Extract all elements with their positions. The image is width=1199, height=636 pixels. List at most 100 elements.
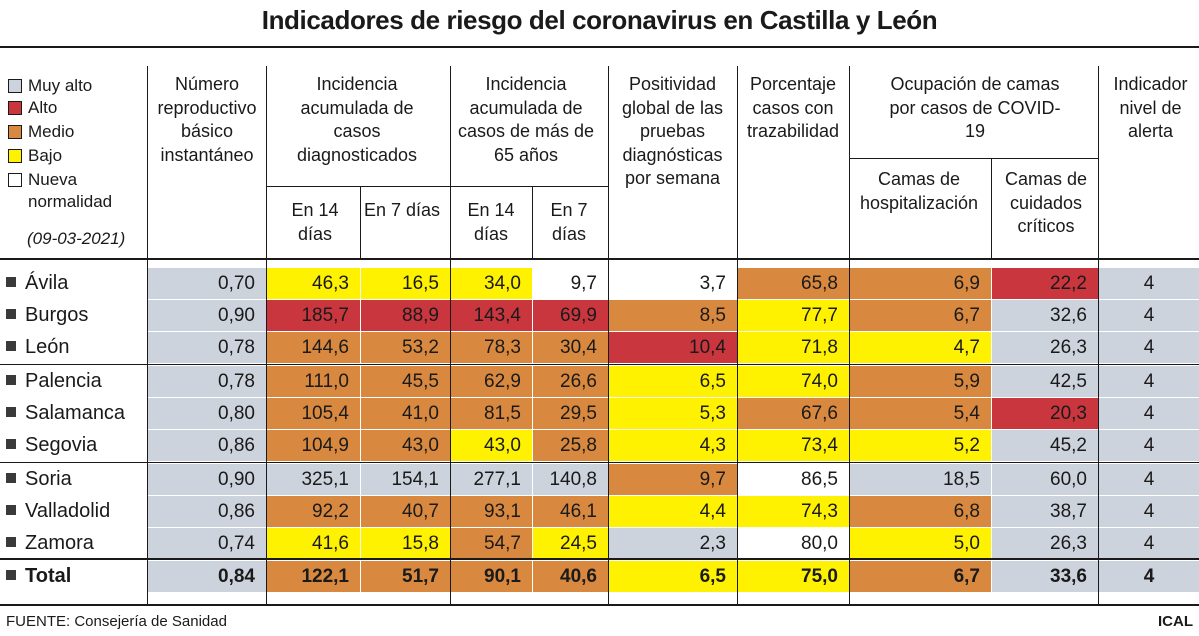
table-cell: 65,8 (738, 268, 849, 299)
chart-title: Indicadores de riesgo del coronavirus en… (261, 5, 938, 35)
table-cell: 6,7 (850, 300, 991, 331)
table-cell: 30,4 (533, 332, 608, 363)
header-incidencia-65: Incidencia acumulada de casos de más de … (457, 74, 595, 165)
legend-swatch (8, 149, 22, 163)
table-cell: 4,4 (609, 496, 737, 527)
row-label: León (6, 332, 70, 363)
table-cell: 0,74 (148, 528, 266, 559)
table-cell: 80,0 (738, 528, 849, 559)
row-label: Burgos (6, 300, 88, 331)
table-cell: 42,5 (992, 366, 1098, 397)
row-label: Ávila (6, 268, 68, 299)
grid-line (266, 260, 267, 604)
bullet-icon (6, 505, 16, 515)
grid-line (737, 260, 738, 604)
legend-label: normalidad (28, 192, 113, 211)
header-rule (0, 258, 1199, 260)
bullet-icon (6, 341, 16, 351)
bullet-icon (6, 277, 16, 287)
table-cell: 0,84 (148, 561, 266, 592)
table-cell: 3,7 (609, 268, 737, 299)
grid-line (849, 260, 850, 604)
grid-line (849, 66, 850, 258)
table-cell: 0,86 (148, 496, 266, 527)
subheader-incidencia-14: En 14 días (291, 200, 339, 244)
table-cell: 4 (1099, 464, 1199, 495)
subheader-hospitalizacion: Camas de hospitalización (859, 169, 979, 213)
table-cell: 40,7 (361, 496, 450, 527)
subheader-incidencia65-14: En 14 días (467, 200, 515, 244)
table-cell: 10,4 (609, 332, 737, 363)
legend-swatch (8, 101, 22, 115)
grid-line (737, 66, 738, 258)
table-cell: 67,6 (738, 398, 849, 429)
group-rule (0, 462, 1199, 463)
grid-line (450, 260, 451, 604)
credit: ICAL (1158, 613, 1193, 630)
table-cell: 88,9 (361, 300, 450, 331)
table-cell: 16,5 (361, 268, 450, 299)
table-cell: 32,6 (992, 300, 1098, 331)
table-cell: 6,8 (850, 496, 991, 527)
table-cell: 5,4 (850, 398, 991, 429)
table-cell: 5,0 (850, 528, 991, 559)
table-cell: 26,3 (992, 332, 1098, 363)
table-cell: 26,6 (533, 366, 608, 397)
bullet-icon (6, 375, 16, 385)
header-alerta: Indicador nivel de alerta (1113, 74, 1188, 141)
grid-line (1098, 260, 1099, 604)
row-label: Palencia (6, 366, 102, 397)
table-cell: 73,4 (738, 430, 849, 461)
table-cell: 4 (1099, 561, 1199, 592)
grid-line (991, 158, 992, 258)
table-cell: 18,5 (850, 464, 991, 495)
table-cell: 4 (1099, 430, 1199, 461)
row-label: Total (6, 561, 71, 592)
bullet-icon (6, 407, 16, 417)
table-cell: 62,9 (451, 366, 532, 397)
table-cell: 5,9 (850, 366, 991, 397)
grid-line (532, 186, 533, 258)
table-cell: 45,5 (361, 366, 450, 397)
legend-swatch (8, 125, 22, 139)
grid-line (849, 158, 1098, 159)
header-trazabilidad: Porcentaje casos con trazabilidad (746, 74, 840, 141)
legend-swatch (8, 173, 22, 187)
table-cell: 74,0 (738, 366, 849, 397)
table-cell: 38,7 (992, 496, 1098, 527)
total-rule (0, 558, 1199, 560)
table-cell: 277,1 (451, 464, 532, 495)
table-cell: 8,5 (609, 300, 737, 331)
table-cell: 325,1 (267, 464, 360, 495)
grid-line (147, 260, 148, 604)
legend-label: Bajo (28, 146, 63, 165)
table-cell: 0,78 (148, 332, 266, 363)
row-label: Zamora (6, 528, 94, 559)
table-cell: 0,80 (148, 398, 266, 429)
table-cell: 46,3 (267, 268, 360, 299)
source-note: FUENTE: Consejería de Sanidad (6, 613, 227, 630)
province-name: Soria (25, 468, 72, 490)
header-reproductivo: Número reproductivo básico instantáneo (157, 74, 257, 165)
table-cell: 41,0 (361, 398, 450, 429)
header-ocupacion: Ocupación de camas por casos de COVID-19 (889, 74, 1061, 141)
province-name: Salamanca (25, 402, 126, 424)
table-cell: 4,7 (850, 332, 991, 363)
table-cell: 75,0 (738, 561, 849, 592)
table-cell: 9,7 (533, 268, 608, 299)
legend-date: (09-03-2021) (27, 229, 126, 248)
table-cell: 45,2 (992, 430, 1098, 461)
table-cell: 46,1 (533, 496, 608, 527)
table-cell: 40,6 (533, 561, 608, 592)
table-cell: 20,3 (992, 398, 1098, 429)
table-cell: 22,2 (992, 268, 1098, 299)
table-cell: 29,5 (533, 398, 608, 429)
row-label: Soria (6, 464, 72, 495)
table-cell: 2,3 (609, 528, 737, 559)
table-cell: 4 (1099, 268, 1199, 299)
grid-line (608, 260, 609, 604)
table-cell: 60,0 (992, 464, 1098, 495)
grid-line (1098, 66, 1099, 258)
table-cell: 33,6 (992, 561, 1098, 592)
table-cell: 54,7 (451, 528, 532, 559)
